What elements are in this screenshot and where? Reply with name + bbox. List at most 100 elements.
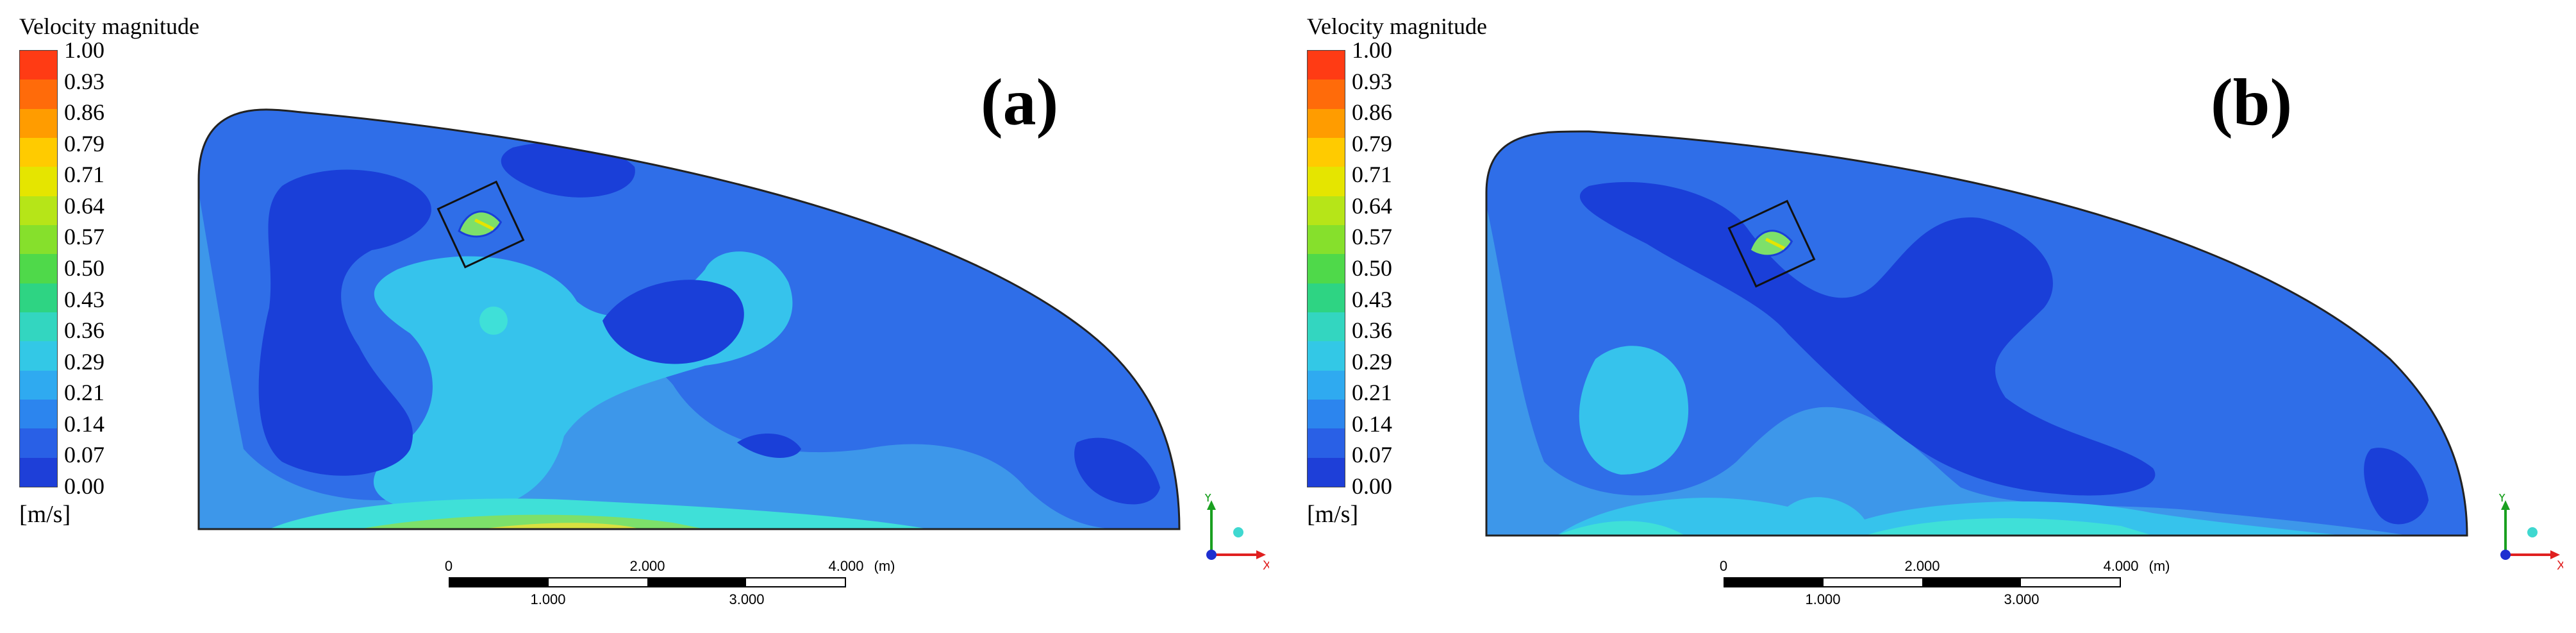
legend-title: Velocity magnitude	[1307, 13, 1487, 39]
axis-y-label: Y	[1204, 494, 1212, 505]
scale-bottom-labels: 1.000 3.000	[1724, 587, 2121, 607]
legend-swatch	[20, 457, 57, 487]
legend-swatch	[20, 312, 57, 342]
scale-label-0: 0	[444, 558, 453, 574]
legend-swatch	[1308, 108, 1345, 138]
legend-tick: 0.50	[64, 255, 104, 281]
legend-tick: 0.86	[64, 99, 104, 126]
mid-region	[199, 192, 1122, 529]
axis-triad: Y X	[2498, 494, 2563, 571]
legend-tick: 1.00	[64, 37, 104, 63]
scale-unit: (m)	[874, 558, 895, 574]
legend-tick: 0.93	[64, 68, 104, 94]
tank-outline	[1485, 130, 2468, 537]
legend-colorbar	[1307, 50, 1345, 487]
legend-tick: 0.00	[64, 473, 104, 499]
scale-label-4000: 4.000	[828, 558, 864, 574]
scale-label-1000: 1.000	[1805, 591, 1841, 607]
yellow-region	[481, 523, 641, 529]
velocity-contour-plot	[1485, 130, 2468, 537]
scale-label-4000: 4.000	[2103, 558, 2139, 574]
legend-swatch	[1308, 137, 1345, 167]
scale-bar: 0 2.000 4.000 (m) 1.000 3.000	[1720, 558, 2170, 607]
legend-tick: 1.00	[1352, 37, 1392, 63]
legend-swatch	[1308, 399, 1345, 429]
legend-tick: 0.21	[64, 380, 104, 406]
legend-tick: 0.29	[64, 348, 104, 375]
panel-label-b: (b)	[2211, 65, 2293, 139]
axis-triad: Y X	[1204, 494, 1269, 571]
legend-swatch	[20, 137, 57, 167]
axis-x-label: X	[1263, 559, 1269, 571]
legend-unit: [m/s]	[1307, 501, 1359, 528]
panel-b: Velocity magnitude 1.00 0.93 0.86 0.79 0.71 0…	[1288, 0, 2575, 633]
legend-swatch	[1308, 80, 1345, 109]
legend-title: Velocity magnitude	[19, 13, 199, 39]
panel-a: Velocity magnitude 1.00 0.93 0.86 0.79 0.71 0…	[19, 13, 1269, 607]
legend-swatch	[20, 167, 57, 196]
legend-tick: 0.29	[1352, 348, 1392, 375]
legend-unit: [m/s]	[19, 501, 71, 528]
legend-tick: 0.64	[1352, 192, 1392, 219]
scale-label-2000: 2.000	[1904, 558, 1940, 574]
legend-swatch	[1308, 51, 1345, 80]
axis-y-label: Y	[2498, 494, 2506, 505]
scale-bar-segments	[449, 577, 846, 587]
legend-tick: 0.36	[64, 317, 104, 344]
panel-label-a: (a)	[981, 65, 1059, 139]
legend-swatch	[20, 341, 57, 371]
scale-label-3000: 3.000	[729, 591, 765, 607]
deep-region-diagonal	[1579, 181, 2156, 496]
legend-swatch	[20, 51, 57, 80]
legend-tick: 0.36	[1352, 317, 1392, 344]
scale-label-0: 0	[1719, 558, 1728, 574]
legend-swatch	[1308, 428, 1345, 458]
scale-top-labels: 0 2.000 4.000 (m)	[445, 558, 895, 577]
legend-tick: 0.93	[1352, 68, 1392, 94]
scale-unit: (m)	[2148, 558, 2170, 574]
legend-tick: 0.43	[1352, 286, 1392, 312]
deep-region-right	[1074, 437, 1160, 505]
impeller-box	[1727, 199, 1816, 288]
legend-swatch	[20, 224, 57, 255]
legend-tick: 0.57	[1352, 224, 1392, 250]
legend-tick: 0.86	[1352, 99, 1392, 126]
legend-tick: 0.71	[64, 162, 104, 188]
legend-swatch	[20, 108, 57, 138]
deep-region-top	[501, 142, 635, 198]
legend-swatch	[1308, 167, 1345, 196]
scale-top-labels: 0 2.000 4.000 (m)	[1720, 558, 2170, 577]
legend-swatch	[1308, 457, 1345, 487]
cyan-region-left	[1557, 521, 1685, 536]
scale-bar: 0 2.000 4.000 (m) 1.000 3.000	[445, 558, 895, 607]
legend-tick: 0.57	[64, 224, 104, 250]
legend-swatch	[1308, 283, 1345, 312]
scale-label-3000: 3.000	[2004, 591, 2040, 607]
light-spot	[479, 307, 508, 335]
legend-swatch	[1308, 254, 1345, 283]
legend-swatch	[1308, 312, 1345, 342]
legend-tick: 0.64	[64, 192, 104, 219]
legend-tick: 0.50	[1352, 255, 1392, 281]
legend-tick: 0.79	[1352, 130, 1392, 156]
legend-swatch	[20, 80, 57, 109]
legend-swatch	[1308, 370, 1345, 400]
legend-swatch	[1308, 196, 1345, 225]
tank-outline	[197, 108, 1181, 530]
legend-tick: 0.07	[64, 442, 104, 468]
velocity-contour-plot	[197, 108, 1181, 530]
scale-label-2000: 2.000	[629, 558, 665, 574]
legend-tick: 0.14	[64, 410, 104, 437]
scale-bar-segments	[1724, 577, 2121, 587]
deep-region-small	[737, 434, 801, 458]
legend-swatch	[20, 428, 57, 458]
legend-tick: 0.00	[1352, 473, 1392, 499]
legend-tick: 0.14	[1352, 410, 1392, 437]
legend-swatch	[20, 283, 57, 312]
light-region-bottom	[1557, 497, 2345, 536]
scale-label-1000: 1.000	[530, 591, 566, 607]
legend-colorbar	[19, 50, 58, 487]
legend-swatch	[1308, 341, 1345, 371]
legend-tick: 0.07	[1352, 442, 1392, 468]
legend-swatch	[20, 196, 57, 225]
